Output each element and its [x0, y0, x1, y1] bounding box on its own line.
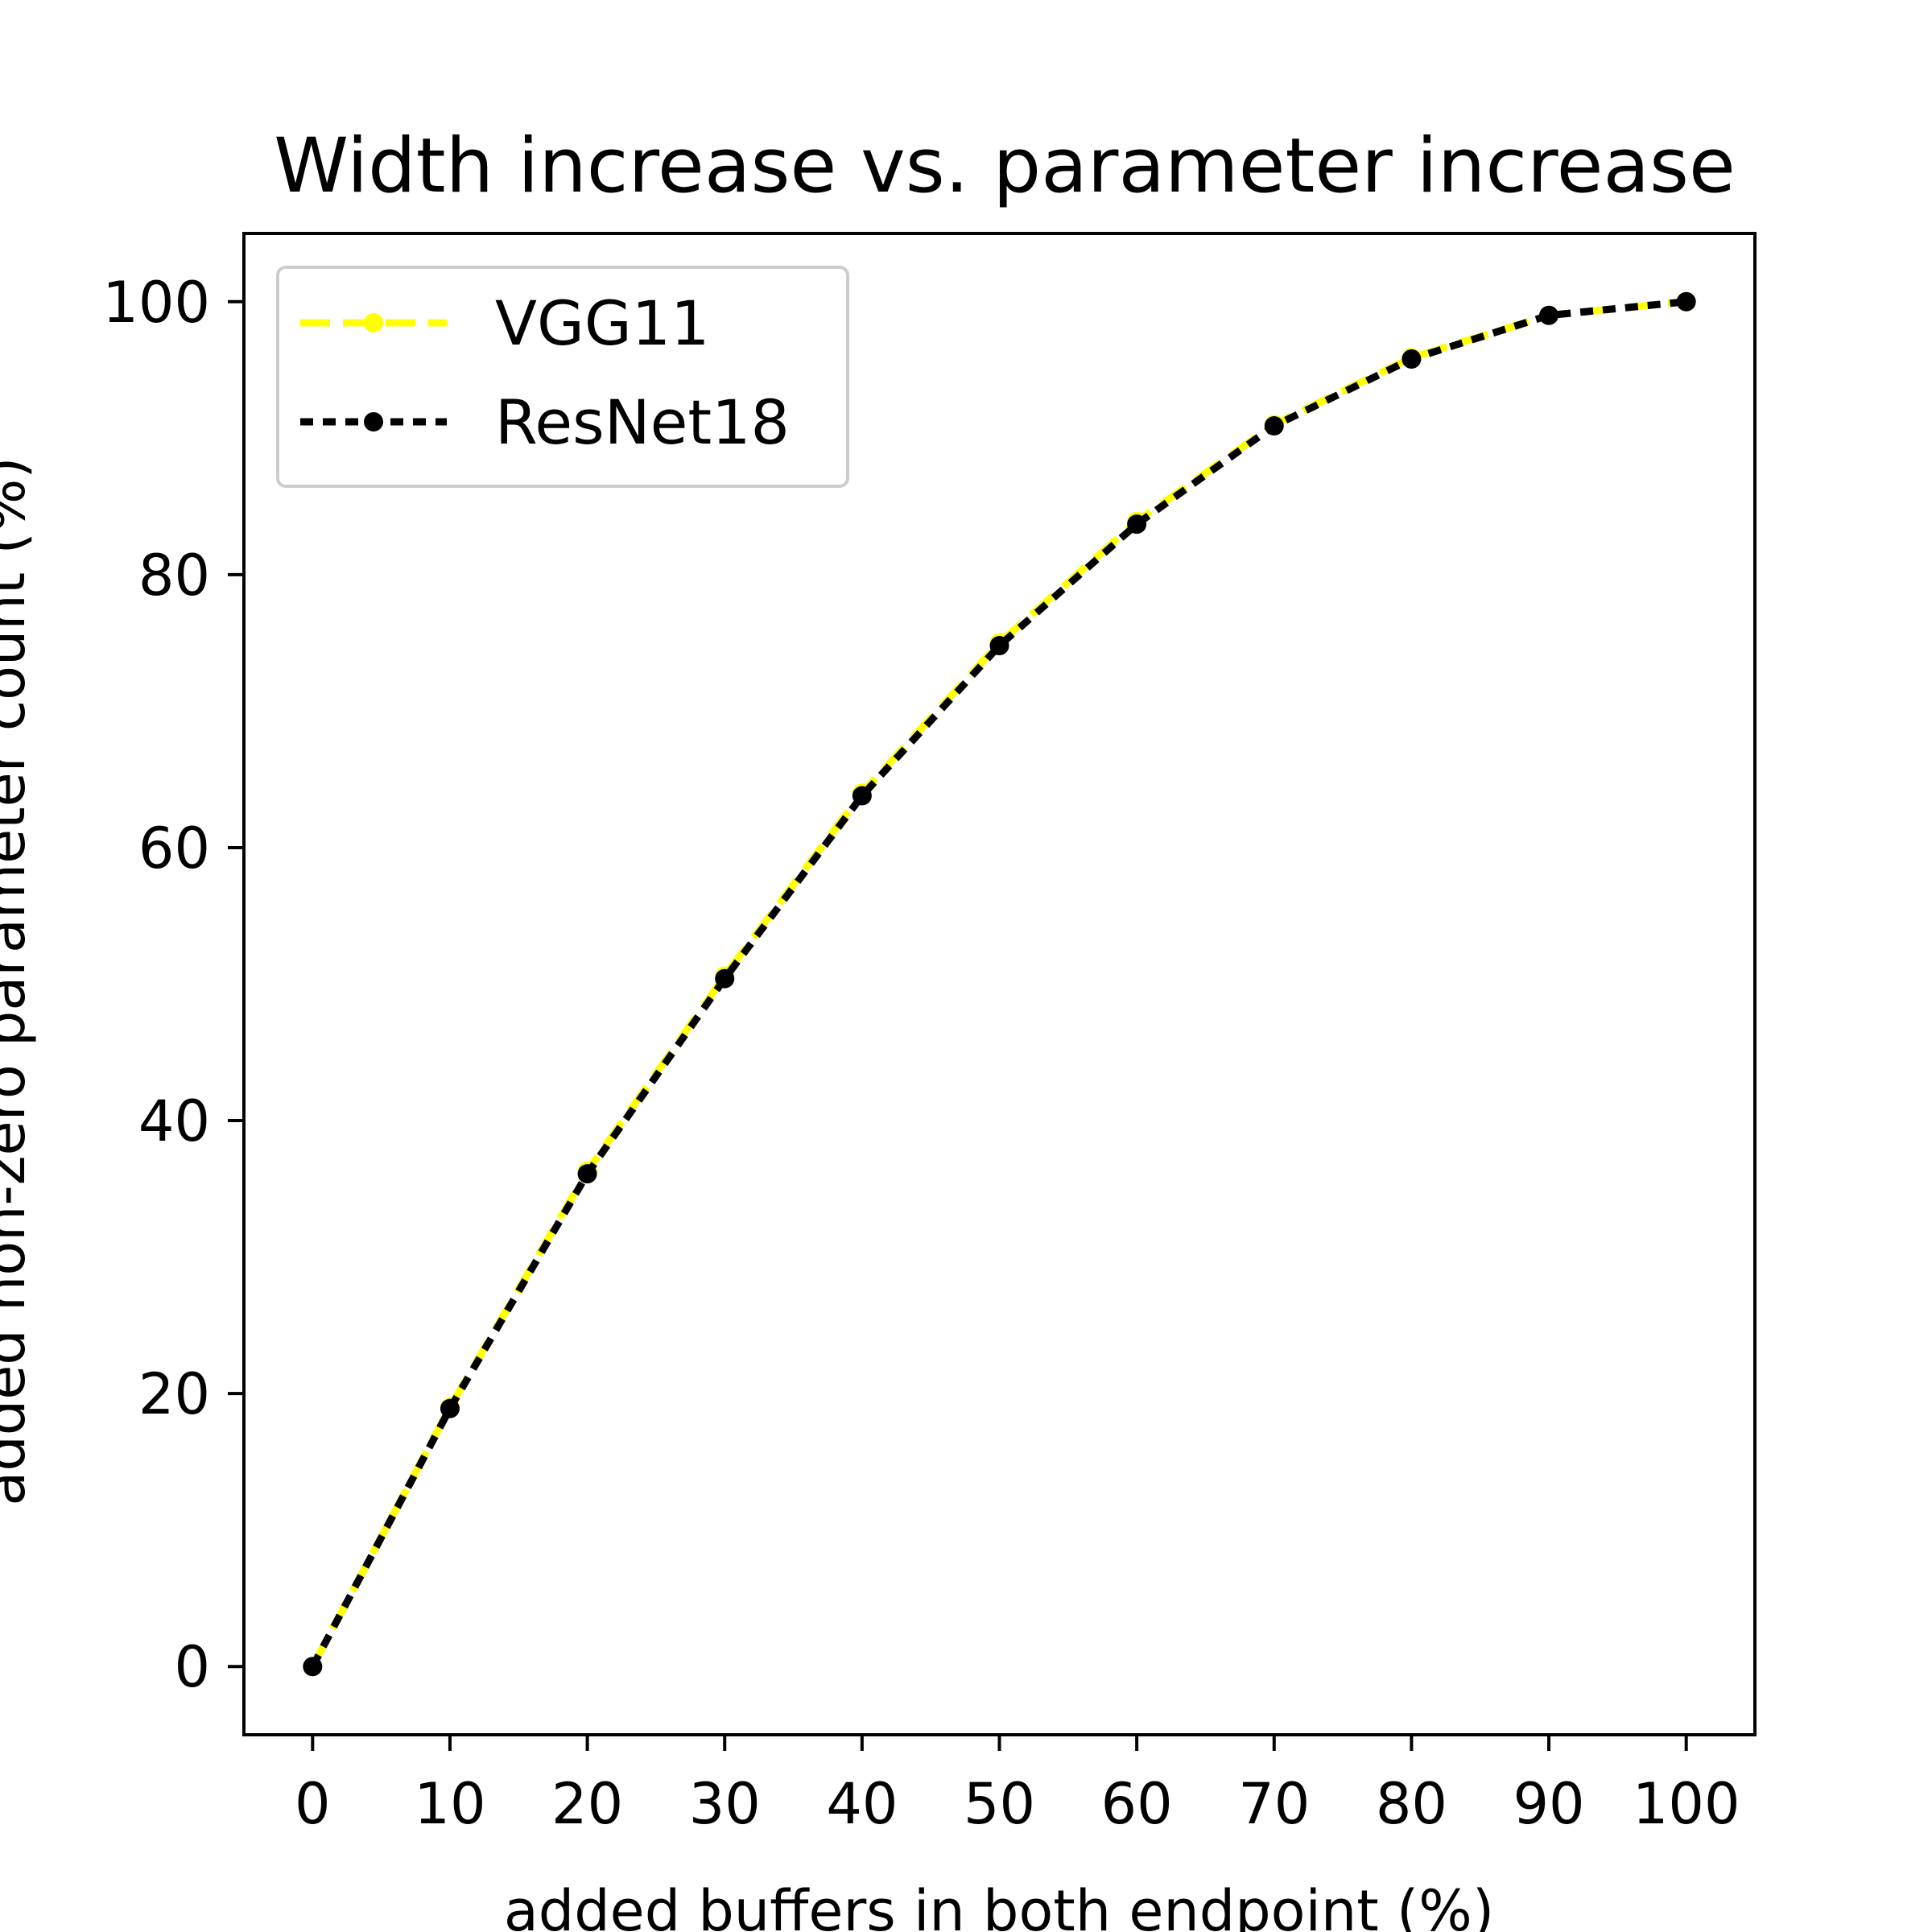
- series-line-vgg11: [309, 298, 1687, 1669]
- data-point-resnet18: [440, 1398, 460, 1418]
- x-tick-label: 50: [964, 1771, 1035, 1837]
- legend-marker-vgg11: [364, 313, 383, 332]
- x-tick-label: 80: [1376, 1771, 1447, 1837]
- y-tick-label: 0: [174, 1634, 210, 1700]
- data-point-resnet18: [852, 786, 872, 806]
- data-point-resnet18: [1264, 416, 1284, 436]
- data-point-resnet18: [1676, 291, 1696, 312]
- y-tick-label: 60: [138, 815, 210, 881]
- x-tick-label: 40: [826, 1771, 898, 1837]
- x-tick-label: 0: [295, 1771, 331, 1837]
- y-tick-label: 100: [102, 270, 210, 336]
- data-point-resnet18: [577, 1164, 597, 1184]
- legend-label-resnet18: ResNet18: [495, 386, 790, 458]
- data-point-resnet18: [1402, 349, 1422, 369]
- legend-marker-resnet18: [364, 412, 383, 431]
- x-axis: 0 10 20 30 40 50 60 70 80 90 100: [295, 1735, 1740, 1837]
- y-tick-label: 40: [138, 1088, 210, 1154]
- legend-label-vgg11: VGG11: [495, 287, 709, 359]
- x-tick-label: 60: [1101, 1771, 1173, 1837]
- y-tick-label: 80: [138, 543, 210, 609]
- x-tick-label: 100: [1633, 1771, 1740, 1837]
- series-line-resnet18: [309, 298, 1687, 1669]
- plot-area: [303, 291, 1696, 1677]
- legend-box: [276, 266, 849, 488]
- data-point-resnet18: [1127, 514, 1147, 535]
- chart-title: Width increase vs. parameter increase: [274, 122, 1736, 210]
- y-axis: 0 20 40 60 80 100: [102, 270, 244, 1700]
- x-tick-label: 10: [414, 1771, 485, 1837]
- y-tick-label: 20: [138, 1361, 210, 1427]
- data-point-resnet18: [715, 968, 735, 989]
- data-point-resnet18: [303, 1657, 323, 1677]
- x-tick-label: 70: [1238, 1771, 1310, 1837]
- y-axis-label: added non-zero parameter count (%): [0, 456, 38, 1505]
- x-tick-label: 20: [551, 1771, 623, 1837]
- legend: VGG11 ResNet18: [276, 266, 849, 488]
- data-point-resnet18: [989, 636, 1009, 656]
- x-tick-label: 90: [1513, 1771, 1585, 1837]
- data-point-resnet18: [1539, 305, 1559, 325]
- x-axis-label: added buffers in both endpoint (%): [504, 1878, 1494, 1932]
- x-tick-label: 30: [689, 1771, 761, 1837]
